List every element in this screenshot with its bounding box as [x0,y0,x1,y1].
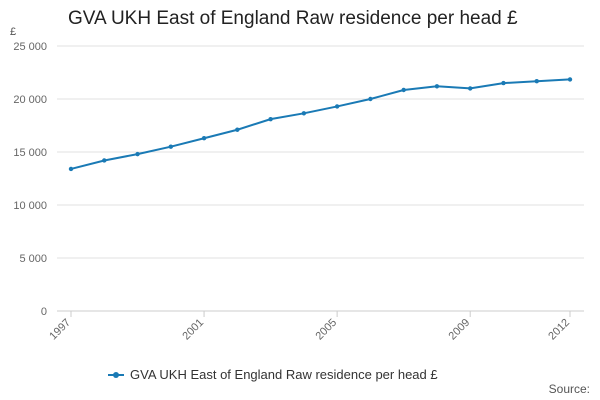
x-tick-label: 2012 [546,317,572,343]
y-tick-label: 20 000 [13,94,47,106]
data-point[interactable] [401,87,406,93]
y-tick-label: 0 [41,306,47,318]
data-point[interactable] [301,111,307,116]
data-point[interactable] [102,158,107,163]
x-tick-label: 1997 [47,317,73,343]
data-point[interactable] [567,77,573,82]
data-point[interactable] [368,96,373,102]
legend[interactable]: GVA UKH East of England Raw residence pe… [108,367,438,382]
y-axis-unit-label: £ [10,26,17,38]
data-point[interactable] [201,136,207,141]
y-tick-label: 15 000 [13,147,47,159]
x-tick-label: 2009 [447,317,473,343]
data-point[interactable] [501,80,506,86]
legend-swatch-icon [108,369,124,381]
y-tick-label: 10 000 [13,200,47,212]
data-point[interactable] [235,127,240,132]
y-tick-label: 5 000 [19,253,47,265]
data-point[interactable] [168,144,173,149]
data-point[interactable] [334,104,340,109]
series-layer [68,77,573,172]
data-point[interactable] [468,86,473,91]
chart-title: GVA UKH East of England Raw residence pe… [68,8,518,29]
series-line [70,78,571,170]
gridlines [57,45,584,312]
data-point[interactable] [135,151,140,157]
legend-label: GVA UKH East of England Raw residence pe… [130,367,438,382]
y-tick-label: 25 000 [13,41,47,53]
axes: 0 5 000 10 000 15 000 20 000 25 000 1997 2001 20… [13,41,584,342]
data-point[interactable] [268,116,273,122]
x-tick-label: 2001 [180,317,206,343]
data-point[interactable] [534,78,539,84]
x-tick-label: 2005 [313,317,339,343]
data-point[interactable] [434,84,440,89]
data-point[interactable] [68,166,74,172]
source-label: Source: [548,382,590,396]
